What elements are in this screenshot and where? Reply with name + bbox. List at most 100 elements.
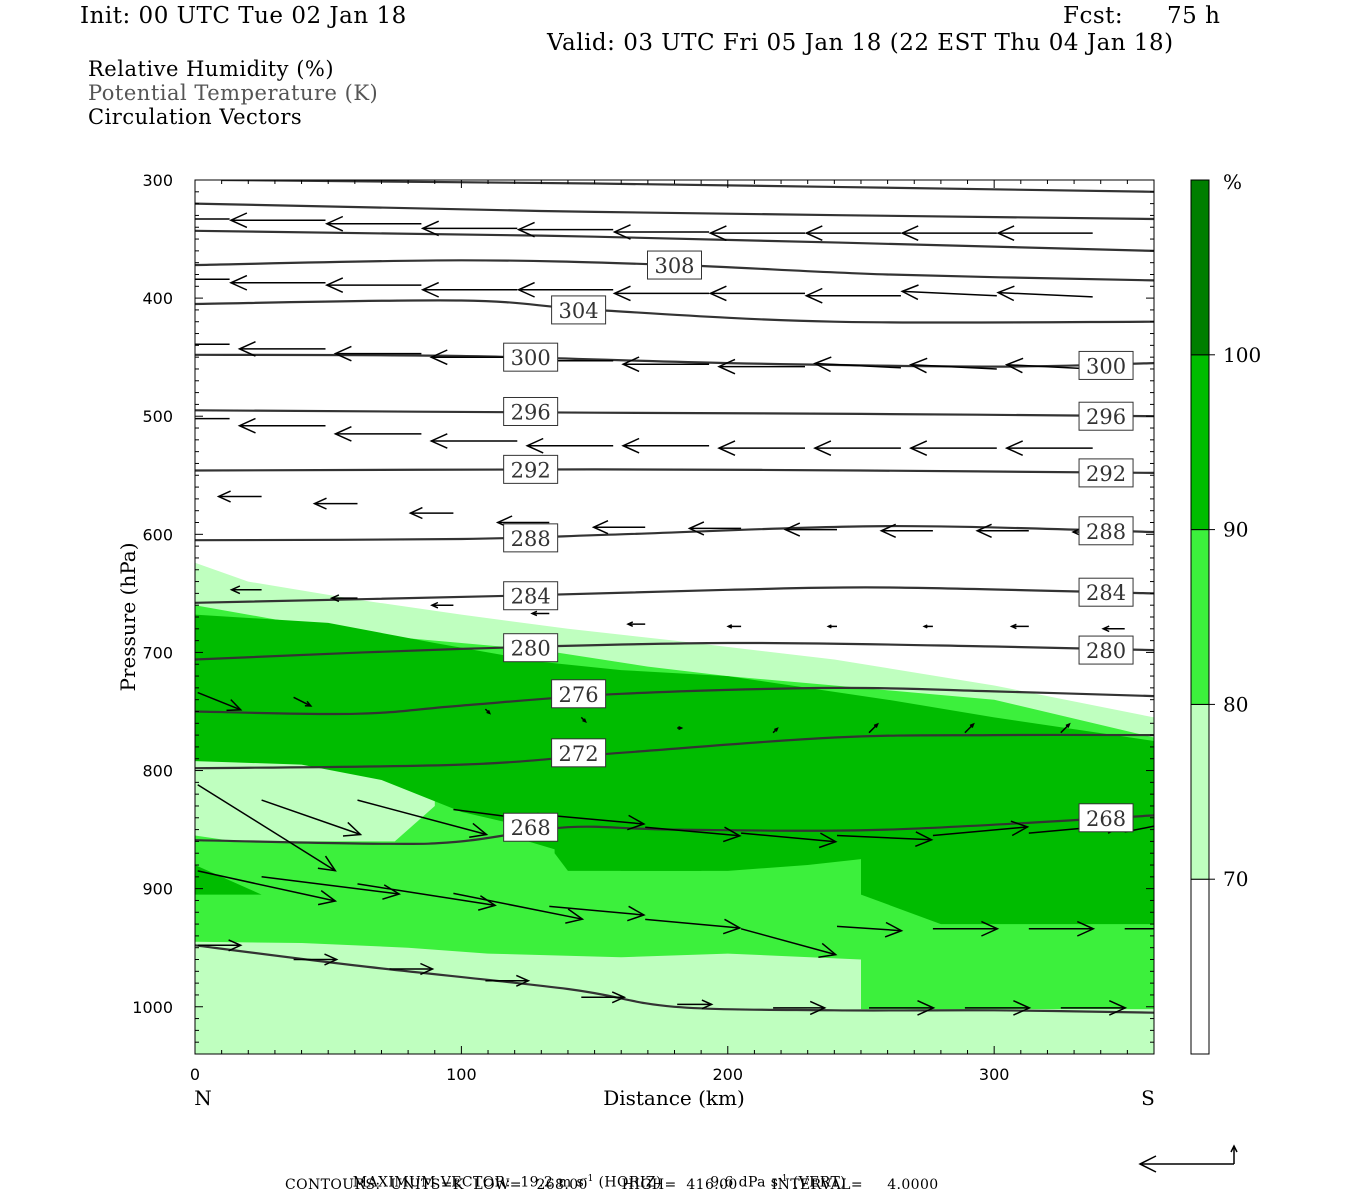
y-axis-label: Pressure (hPa) <box>116 543 140 692</box>
contour-label-box <box>503 396 559 426</box>
circulation-vector <box>516 221 614 238</box>
circulation-vector <box>333 426 422 442</box>
contour-label: 284 <box>1086 581 1126 605</box>
circulation-vector <box>293 953 339 966</box>
circulation-vector <box>229 274 326 291</box>
circulation-vector <box>772 727 779 734</box>
contour-label-box <box>503 342 559 372</box>
forecast-label: Fcst: <box>1063 3 1124 29</box>
circulation-vector <box>197 691 243 712</box>
rh-region-90-100 <box>195 614 1154 925</box>
circulation-vector <box>645 826 742 843</box>
circulation-vector <box>612 285 710 302</box>
circulation-vector <box>621 437 710 454</box>
contour-label: 280 <box>1086 639 1126 663</box>
x-tick-label: 200 <box>713 1065 744 1084</box>
circulation-vector <box>525 437 614 454</box>
contour-label-box <box>503 581 559 611</box>
circulation-vector <box>996 225 1093 241</box>
circulation-vector <box>726 624 742 629</box>
circulation-vector <box>420 220 518 237</box>
contour-label-box <box>1078 516 1134 546</box>
theta-contour-288 <box>195 524 1154 542</box>
circulation-vector <box>717 440 805 456</box>
y-tick-label: 700 <box>142 643 173 662</box>
contour-label-box <box>647 250 702 280</box>
circulation-vector <box>430 601 454 609</box>
circulation-vector <box>717 358 805 375</box>
contour-label-box <box>503 454 559 484</box>
circulation-vector <box>1004 440 1093 456</box>
horiz-text: (HORIZ) 9.6 dPa s <box>593 1174 779 1191</box>
colorbar-swatch <box>1190 354 1210 531</box>
circulation-vector <box>197 939 243 952</box>
circulation-vector <box>900 284 997 301</box>
rh-region-90-100 <box>195 865 262 895</box>
x-axis-left-end-label: N <box>194 1086 212 1110</box>
contour-label-box <box>1078 350 1134 380</box>
circulation-vector <box>229 212 326 229</box>
circulation-vector <box>677 726 684 731</box>
y-tick-label: 500 <box>142 407 173 426</box>
vert-exponent: -1 <box>778 1174 788 1184</box>
circulation-vector <box>195 218 230 220</box>
circulation-vector <box>293 696 313 707</box>
reference-vector-icon <box>1138 1144 1238 1173</box>
contour-label-box <box>503 523 559 553</box>
circulation-vector <box>580 716 587 724</box>
circulation-vector <box>389 962 435 976</box>
valid-time: Valid: 03 UTC Fri 05 Jan 18 (22 EST Thu … <box>547 30 1174 56</box>
theta-contour-296 <box>195 409 1154 418</box>
theta-contour-292 <box>195 468 1154 474</box>
circulation-vector <box>429 433 518 449</box>
contour-label-box <box>551 738 607 768</box>
circulation-vector <box>687 521 742 536</box>
theta-contour <box>195 944 1154 1014</box>
circulation-vector <box>261 876 402 900</box>
circulation-vector <box>908 440 997 456</box>
circulation-vector <box>836 921 904 938</box>
colorbar-swatch <box>1190 179 1210 356</box>
circulation-vector <box>237 417 326 434</box>
contour-label: 288 <box>511 527 551 551</box>
circulation-vector <box>708 225 805 241</box>
circulation-vector <box>324 215 422 232</box>
contour-label: 268 <box>1086 807 1126 831</box>
circulation-vector <box>826 624 837 629</box>
circulation-vector <box>530 610 550 617</box>
legend-circulation-vectors: Circulation Vectors <box>88 105 303 129</box>
circulation-vector <box>813 356 901 373</box>
circulation-vector <box>357 799 489 839</box>
circulation-vector <box>708 285 805 302</box>
circulation-vector <box>975 523 1029 538</box>
circulation-vector <box>516 281 614 298</box>
contours-note: CONTOURS: UNITS=K LOW= 268.00 HIGH= 416.… <box>285 1177 939 1193</box>
circulation-vector <box>329 594 358 603</box>
contour-label-box <box>551 295 607 325</box>
circulation-vector <box>484 708 491 715</box>
circulation-vector <box>741 832 838 849</box>
contour-label: 288 <box>1086 520 1126 544</box>
theta-contour-280 <box>195 641 1154 661</box>
circulation-vector <box>964 722 975 734</box>
y-tick-label: 300 <box>142 171 173 190</box>
colorbar-level-label: 80 <box>1223 692 1248 716</box>
circulation-vector <box>804 287 901 304</box>
circulation-vector <box>195 417 230 420</box>
circulation-vector <box>195 278 230 280</box>
circulation-vector <box>408 506 454 520</box>
circulation-vector <box>868 722 879 734</box>
contour-label: 304 <box>559 299 599 323</box>
circulation-vector <box>429 349 518 366</box>
circulation-vector <box>964 1000 1032 1016</box>
x-tick-label: 0 <box>190 1065 200 1084</box>
circulation-vector <box>357 883 497 911</box>
contour-label-box <box>1078 803 1134 833</box>
circulation-vector <box>591 520 646 535</box>
contour-label-box <box>551 679 607 709</box>
y-tick-label: 900 <box>142 880 173 899</box>
max-vector-exponent: -1 <box>584 1174 594 1184</box>
theta-contour-284 <box>195 586 1154 604</box>
contour-label: 272 <box>559 742 599 766</box>
theta-contour-268 <box>195 814 1154 846</box>
